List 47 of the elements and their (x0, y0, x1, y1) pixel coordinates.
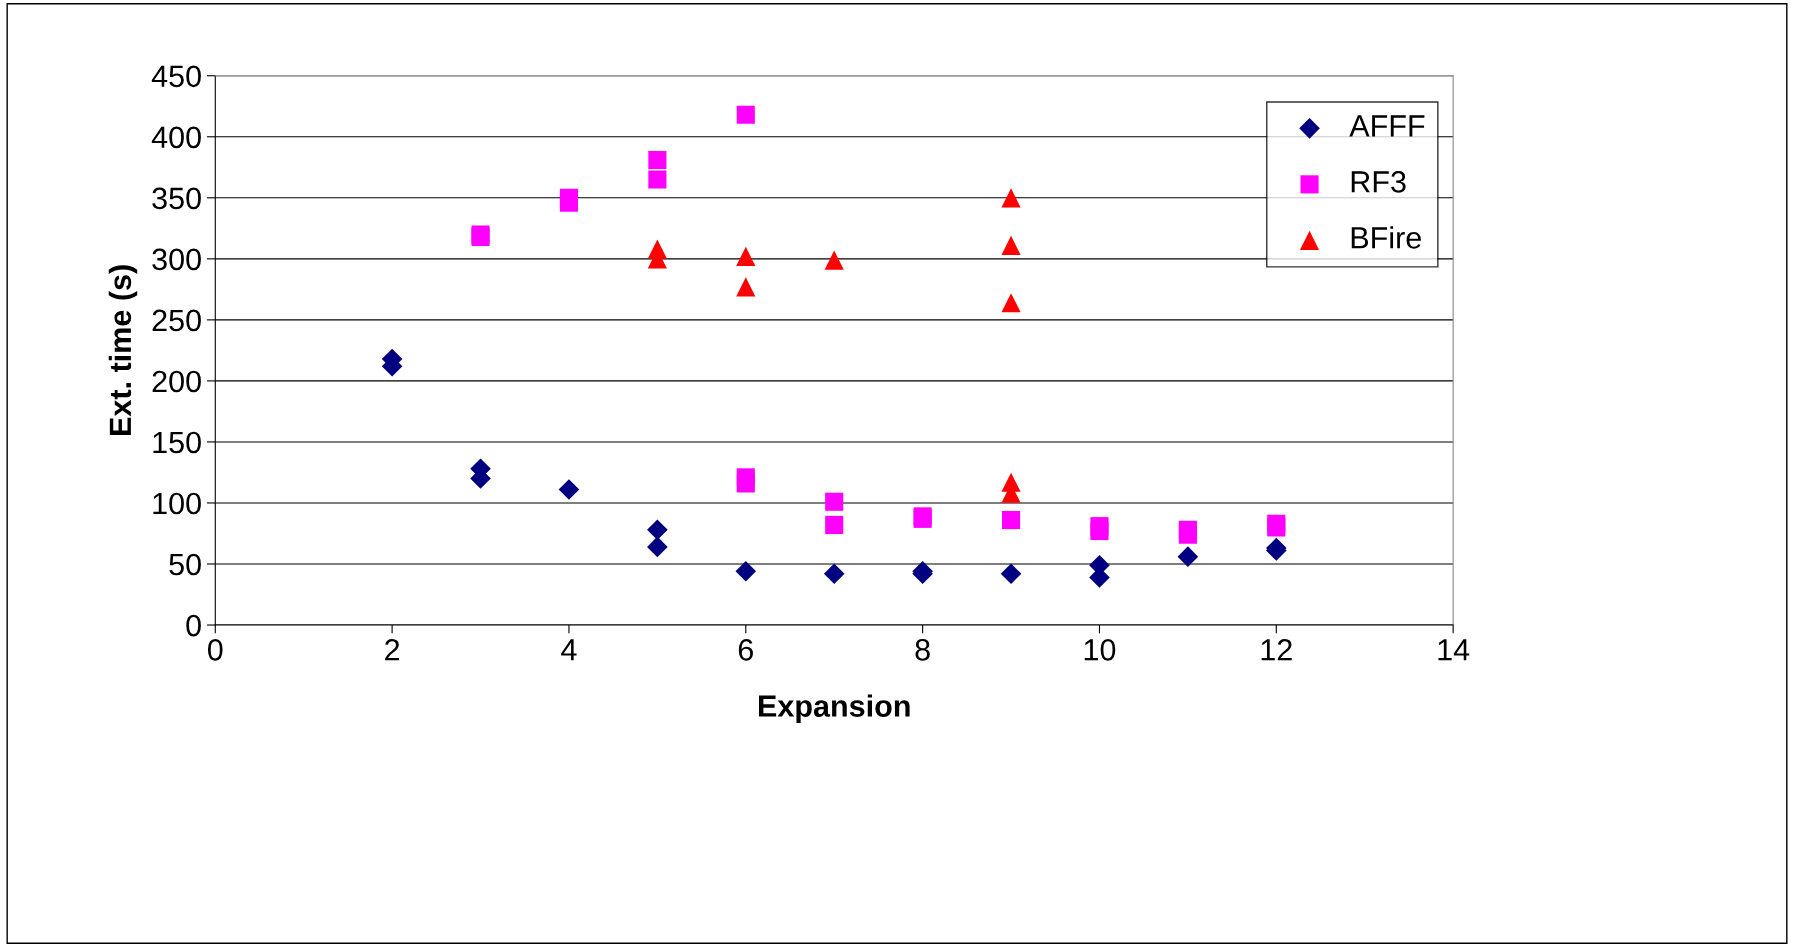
point (647, 519, 668, 541)
y-tick-label: 50 (169, 553, 201, 576)
point (736, 246, 756, 266)
y-tick-label: 150 (153, 431, 201, 454)
x-tick-label: 0 (207, 639, 223, 661)
point (735, 561, 757, 582)
y-tick-label: 0 (186, 614, 201, 637)
point (1090, 521, 1109, 541)
x-axis-title: Expansion (759, 694, 910, 723)
point (736, 277, 756, 297)
point (1001, 188, 1021, 208)
x-tick-label: 14 (1438, 639, 1470, 661)
point (825, 515, 844, 534)
point (1178, 525, 1197, 544)
point (1001, 511, 1021, 530)
x-tick-label: 8 (915, 639, 930, 661)
y-tick-label: 300 (152, 248, 201, 271)
x-tick-label: 6 (738, 639, 753, 661)
x-tick-label: 12 (1261, 639, 1292, 661)
legend-label: AFFF (1349, 115, 1425, 137)
point (824, 250, 844, 270)
y-tick-label: 400 (151, 126, 201, 149)
point (736, 105, 755, 124)
y-tick-label: 250 (152, 309, 201, 332)
point (1001, 235, 1021, 255)
y-tick-label: 100 (153, 492, 201, 515)
legend-label: BFire (1351, 226, 1421, 249)
x-tick-label: 10 (1084, 639, 1116, 661)
y-axis-title: Ext. time (s) (108, 265, 138, 435)
point (647, 536, 668, 558)
point (1000, 563, 1022, 585)
point (558, 479, 580, 500)
point (1267, 518, 1286, 537)
y-tick-label: 200 (152, 370, 201, 393)
point (648, 170, 667, 189)
y-tick-label: 350 (152, 187, 201, 210)
point (736, 474, 755, 493)
x-tick-label: 2 (385, 639, 400, 661)
point (648, 150, 667, 170)
legend-label: RF3 (1351, 171, 1406, 193)
point (1177, 546, 1199, 567)
x-tick-label: 4 (561, 639, 577, 661)
point (823, 563, 845, 585)
point (825, 492, 844, 511)
y-tick-label: 450 (151, 65, 201, 88)
point (1001, 293, 1021, 313)
point (559, 193, 579, 212)
